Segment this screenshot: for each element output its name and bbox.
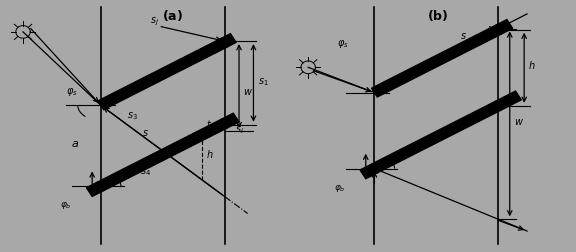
Polygon shape bbox=[495, 92, 521, 111]
Polygon shape bbox=[372, 26, 501, 98]
Text: $\varphi_s$: $\varphi_s$ bbox=[66, 85, 78, 97]
Text: $w$: $w$ bbox=[514, 116, 524, 127]
Text: $s_1$: $s_1$ bbox=[257, 76, 268, 87]
Text: $\mathbf{(b)}$: $\mathbf{(b)}$ bbox=[427, 8, 449, 22]
Text: $h$: $h$ bbox=[529, 58, 536, 71]
Text: $\varphi_b$: $\varphi_b$ bbox=[386, 154, 397, 165]
Polygon shape bbox=[222, 35, 236, 48]
Text: $\varphi_b$: $\varphi_b$ bbox=[60, 200, 72, 211]
Polygon shape bbox=[98, 119, 228, 191]
Polygon shape bbox=[86, 182, 104, 197]
Text: $t$: $t$ bbox=[206, 118, 212, 130]
Text: $w$: $w$ bbox=[243, 86, 253, 96]
Polygon shape bbox=[495, 20, 513, 35]
Polygon shape bbox=[360, 165, 377, 179]
Text: $\mathbf{(a)}$: $\mathbf{(a)}$ bbox=[162, 8, 183, 22]
Text: $\varphi_b$: $\varphi_b$ bbox=[112, 172, 124, 183]
Text: $s$: $s$ bbox=[460, 30, 467, 41]
Polygon shape bbox=[98, 39, 228, 110]
Text: $h$: $h$ bbox=[206, 148, 214, 160]
Text: $a$: $a$ bbox=[71, 138, 79, 148]
Text: $\varphi_b$: $\varphi_b$ bbox=[334, 182, 346, 193]
Text: $s_j$: $s_j$ bbox=[150, 16, 159, 28]
Polygon shape bbox=[222, 114, 239, 128]
Text: $s_i$: $s_i$ bbox=[234, 123, 244, 135]
Text: $s_4$: $s_4$ bbox=[140, 166, 151, 177]
Text: $s$: $s$ bbox=[142, 127, 149, 137]
Text: $s_3$: $s_3$ bbox=[127, 109, 138, 121]
Polygon shape bbox=[372, 102, 501, 173]
Text: $\varphi_s$: $\varphi_s$ bbox=[337, 37, 348, 49]
